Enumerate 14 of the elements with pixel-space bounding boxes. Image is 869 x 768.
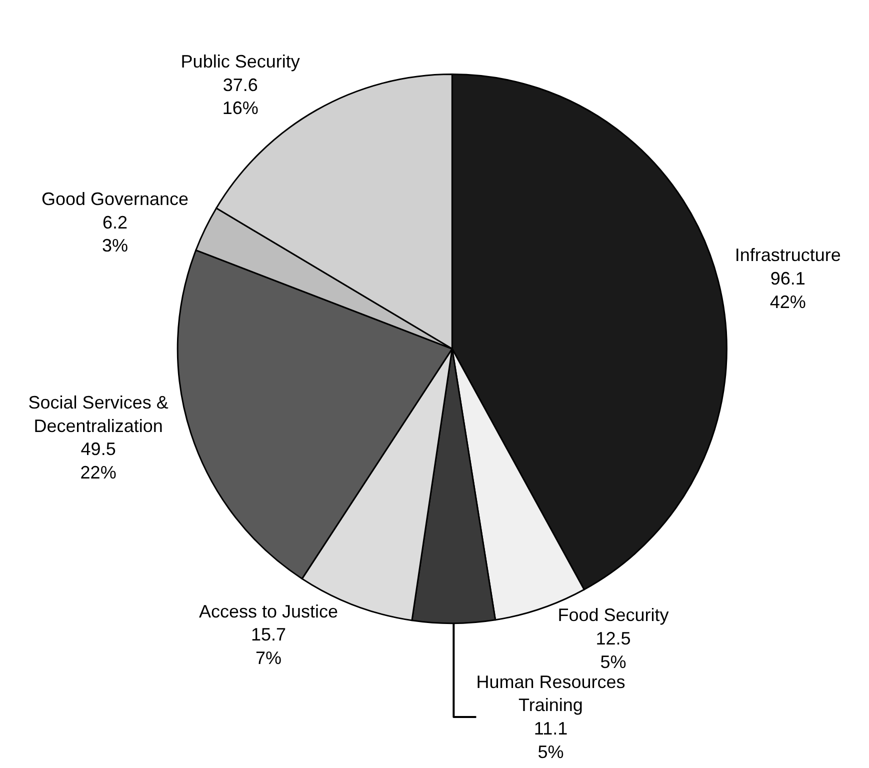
slice-label: Public Security bbox=[180, 51, 300, 72]
data-label: 49.5 22% bbox=[80, 439, 116, 483]
data-label: 15.7 7% bbox=[251, 624, 286, 668]
slice-label: Access to Justice bbox=[198, 601, 338, 622]
slice-label: Good Governance bbox=[41, 188, 189, 209]
data-label: 96.1 42% bbox=[770, 268, 806, 312]
data-label: 12.5 5% bbox=[596, 628, 631, 672]
data-label: 37.6 16% bbox=[222, 74, 258, 118]
slice-label: Social Services & Decentralization bbox=[28, 392, 168, 436]
data-label: 6.2 3% bbox=[102, 212, 128, 256]
slice-label: Food Security bbox=[558, 605, 669, 626]
data-label: 11.1 5% bbox=[534, 718, 568, 762]
slice-label: Infrastructure bbox=[734, 245, 841, 266]
slice-label: Human Resources Training bbox=[476, 672, 626, 716]
